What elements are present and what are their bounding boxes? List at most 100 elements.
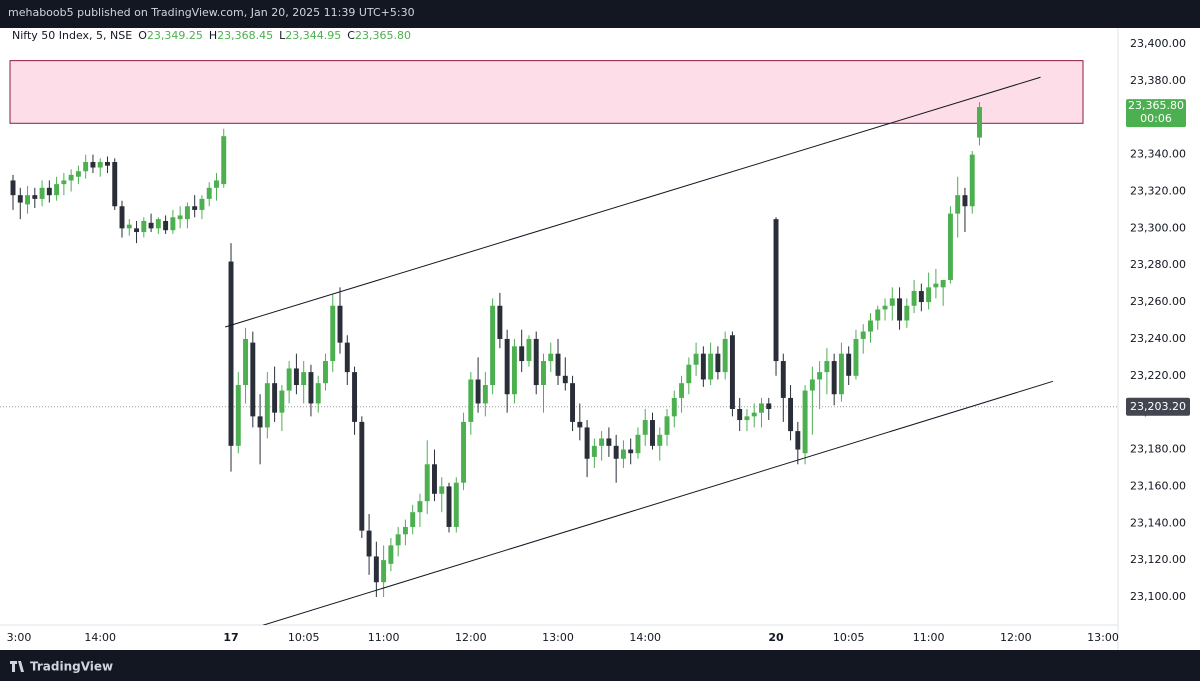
candle-body [766,403,772,409]
candle-body [177,215,183,220]
candle-body [330,305,336,362]
candle-body [32,195,38,199]
brand: TradingView [30,660,113,674]
candle-body [453,482,459,527]
candle-body [635,434,641,454]
legend-key: L [279,29,286,42]
legend-key: O [138,29,147,42]
candle-body [773,219,779,362]
candle-body [75,171,81,177]
candle-body [214,180,219,188]
candle-body [410,512,416,527]
candle-body [715,353,721,373]
candle-body [17,195,23,203]
candle-body [737,408,743,421]
candle-body [264,383,270,428]
candle-body [243,338,249,386]
candle-body [315,383,321,404]
candle-body [817,372,823,380]
bottom-bar [0,650,1200,681]
crosshair-box [1126,397,1190,416]
x-tick-label: 17 [223,631,238,644]
candle-body [119,206,125,229]
candle-body [39,187,45,199]
y-tick-label: 23,340.00 [1130,148,1186,161]
y-tick-label: 23,180.00 [1130,443,1186,456]
candle-body [344,342,350,373]
y-tick-label: 23,280.00 [1130,258,1186,271]
trend-line [262,380,1054,625]
candle-body [577,421,583,428]
candle-body [860,331,866,339]
candle-body [417,501,423,513]
candle-body [548,353,554,362]
candle-body [105,161,110,166]
candle-body [533,338,539,386]
candle-body [97,161,103,168]
candle-body [868,320,873,332]
y-tick-label: 23,100.00 [1130,590,1186,603]
candle-body [468,379,474,422]
candle-body [700,353,706,380]
candle-body [650,420,655,446]
x-tick-label: 12:00 [1000,631,1032,644]
x-tick-label: 13:00 [542,631,574,644]
candle-body [497,305,503,339]
candle-body [388,545,394,564]
candle-body [504,338,510,395]
candle-body [846,353,852,376]
candle-body [359,421,365,531]
x-tick-label: 14:00 [84,631,116,644]
candle-body [751,412,757,417]
publish-info: mehaboob5 published on TradingView.com, … [8,6,415,19]
candle-body [90,161,96,168]
y-tick-label: 23,380.00 [1130,74,1186,87]
candle-body [192,206,198,210]
candle-body [947,213,953,280]
candle-body [541,361,546,386]
y-tick-label: 23,400.00 [1130,37,1186,50]
candle-body [490,305,496,386]
candle-body [962,195,968,207]
candle-body [657,434,663,446]
candle-body [482,385,488,404]
candle-body [257,416,263,428]
legend-value: 23,365.80 [355,29,411,42]
candle-body [780,361,786,398]
candle-body [620,449,626,459]
candle-body [148,222,154,229]
y-tick-label: 23,240.00 [1130,332,1186,345]
candle-body [112,161,118,207]
candle-body [395,534,401,546]
candle-body [795,431,801,450]
x-tick-label: 10:05 [833,631,865,644]
countdown-label: 00:06 [1140,112,1172,125]
candle-body [664,416,670,435]
x-tick-label: 20 [768,631,784,644]
candle-body [911,291,917,306]
candle-body [134,228,140,233]
candle-body [570,383,576,422]
candle-body [926,287,932,303]
y-tick-label: 23,140.00 [1130,516,1186,529]
candle-body [250,342,256,417]
x-tick-label: 14:00 [629,631,661,644]
candle-body [366,530,372,557]
x-tick-label: 10:05 [288,631,320,644]
zone [9,60,1084,124]
legend-key: H [209,29,217,42]
candle-body [918,291,924,303]
y-tick-label: 23,320.00 [1130,184,1186,197]
candle-body [838,353,844,395]
crosshair-label: 23,203.20 [1130,400,1186,413]
candle-body [286,368,292,391]
x-tick-label: 3:00 [7,631,32,644]
last-price-box [1126,99,1186,128]
candle-body [381,560,387,583]
x-tick-label: 11:00 [368,631,400,644]
candle-body [323,361,328,384]
candle-body [802,390,808,454]
candle-body [642,420,648,435]
